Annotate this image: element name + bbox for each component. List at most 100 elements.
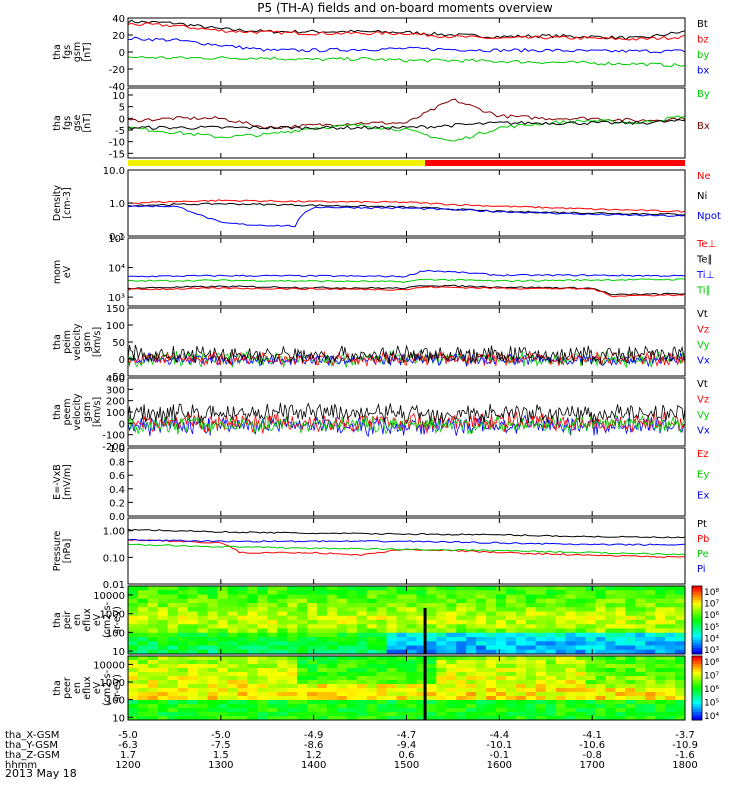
spectrogram-cell	[197, 645, 209, 651]
spectrogram-cell	[625, 672, 636, 677]
spectrogram-cell	[237, 590, 248, 596]
spectrogram-cell	[585, 603, 597, 608]
spectrogram-cell	[287, 712, 298, 717]
spectrogram-cell	[237, 664, 248, 669]
spectrogram-cell	[366, 637, 378, 642]
spectrogram-cell	[197, 615, 209, 621]
spectrogram-cell	[307, 649, 318, 654]
spectrogram-cell	[456, 676, 467, 681]
spectrogram-cell	[505, 664, 517, 669]
spectrogram-cell	[137, 664, 149, 669]
spectrogram-cell	[555, 603, 567, 608]
spectrogram-cell	[426, 615, 437, 621]
spectrogram-cell	[615, 620, 626, 625]
spectrogram-cell	[167, 700, 179, 705]
spectrogram-cell	[436, 590, 447, 596]
spectrogram-cell	[535, 676, 547, 681]
spectrogram-cell	[177, 716, 189, 720]
spectrogram-cell	[585, 620, 597, 625]
spectrogram-cell	[476, 712, 487, 717]
spectrogram-cell	[326, 590, 338, 596]
spectrogram-cell	[237, 620, 248, 625]
ephemeris-value: -10.9	[672, 740, 698, 751]
spectrogram-cell	[446, 594, 457, 600]
spectrogram-cell	[466, 645, 477, 651]
spectrogram-cell	[386, 598, 398, 604]
spectrogram-cell	[665, 712, 676, 717]
spectrogram-cell	[197, 672, 209, 677]
panel-frame	[127, 517, 686, 585]
legend-entry: Ne	[697, 171, 711, 182]
spectrogram-cell	[605, 598, 616, 604]
spectrogram-cell	[257, 668, 268, 673]
spectrogram-cell	[515, 704, 527, 709]
spectrogram-cell	[386, 700, 398, 705]
spectrogram-cell	[277, 598, 288, 604]
spectrogram-cell	[655, 586, 666, 591]
spectrogram-cell	[515, 712, 527, 717]
spectrogram-cell	[456, 712, 467, 717]
spectrogram-cell	[525, 660, 537, 665]
spectrogram-cell	[267, 660, 278, 665]
spectrogram-cell	[376, 704, 388, 709]
spectrogram-cell	[287, 668, 298, 673]
spectrogram-cell	[605, 590, 616, 596]
spectrogram-cell	[356, 668, 368, 673]
spectrogram-cell	[675, 641, 685, 647]
spectrogram-cell	[157, 620, 169, 625]
spectrogram-cell	[406, 603, 418, 608]
spectrogram-cell	[466, 692, 477, 697]
panel-frame	[127, 237, 686, 307]
spectrogram-cell	[197, 664, 209, 669]
spectrogram-cell	[287, 692, 298, 697]
spectrogram-cell	[207, 716, 219, 720]
spectrogram-cell	[416, 704, 427, 709]
spectrogram-cell	[595, 649, 607, 654]
spectrogram-cell	[326, 586, 338, 591]
spectrogram-cell	[555, 598, 567, 604]
spectrogram-cell	[665, 649, 676, 654]
spectrogram-cell	[316, 696, 328, 701]
spectrogram-cell	[287, 664, 298, 669]
spectrogram-cell	[535, 590, 547, 596]
spectrogram-cell	[505, 712, 517, 717]
spectrogram-cell	[307, 716, 318, 720]
spectrogram-cell	[197, 637, 209, 642]
spectrogram-cell	[137, 668, 149, 673]
spectrogram-cell	[575, 680, 587, 685]
spectrogram-cell	[247, 660, 258, 665]
spectrogram-cell	[645, 684, 656, 689]
spectrogram-cell	[187, 696, 199, 701]
spectrogram-cell	[466, 586, 477, 591]
colorbar-step	[692, 656, 702, 660]
spectrogram-cell	[645, 628, 656, 634]
spectrogram-cell	[366, 708, 378, 713]
spectrogram-cell	[525, 637, 537, 642]
spectrogram-cell	[605, 696, 616, 701]
spectrogram-cell	[386, 664, 398, 669]
spectrogram-cell	[406, 716, 418, 720]
colorbar-step	[692, 600, 702, 604]
spectrogram-cell	[217, 637, 229, 642]
spectrogram-cell	[635, 641, 646, 647]
spectrogram-cell	[406, 688, 418, 693]
y-axis-label: (cm2-s-	[102, 602, 113, 638]
spectrogram-cell	[496, 603, 507, 608]
spectrogram-cell	[157, 704, 169, 709]
spectrogram-cell	[525, 594, 537, 600]
spectrogram-cell	[515, 603, 527, 608]
spectrogram-cell	[277, 684, 288, 689]
spectrogram-cell	[267, 688, 278, 693]
spectrogram-cell	[525, 680, 537, 685]
spectrogram-cell	[515, 688, 527, 693]
spectrogram-cell	[356, 598, 368, 604]
spectrogram-cell	[316, 598, 328, 604]
legend-entry: Vz	[697, 395, 709, 406]
ephemeris-row-label: tha_Z-GSM	[5, 750, 60, 761]
spectrogram-cell	[505, 656, 517, 661]
colorbar-step	[692, 696, 702, 700]
spectrogram-cell	[396, 700, 408, 705]
colorbar-tick-label: 10⁵	[704, 699, 719, 709]
